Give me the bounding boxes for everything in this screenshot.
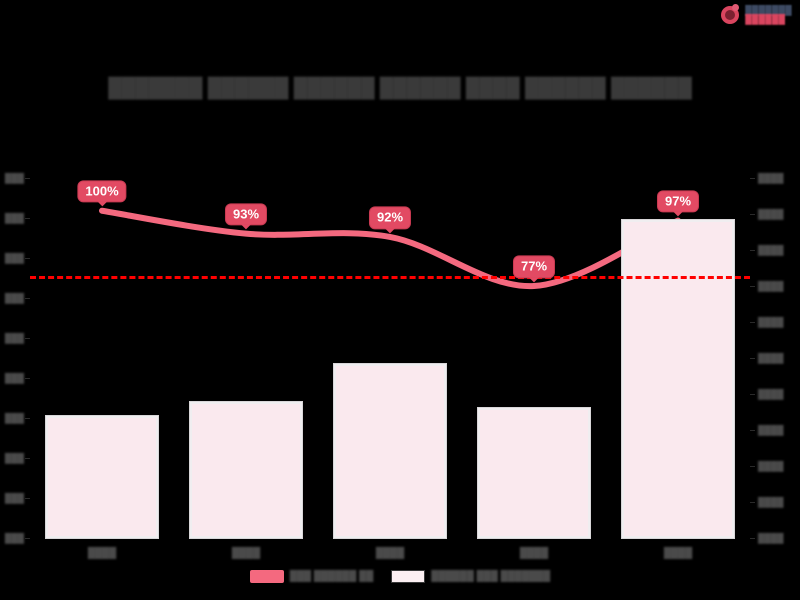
left-value-axis: ███ ███ ███ ███ ███ ███ ███ ███ ███ ███: [0, 173, 30, 543]
left-axis-tick-label: ███: [4, 413, 24, 423]
left-axis-tick-label: ███: [4, 293, 24, 303]
right-axis-tick-label: ████: [758, 173, 784, 183]
x-axis-label: ████: [87, 548, 117, 559]
right-axis-tick-label: ████: [758, 317, 784, 327]
left-axis-tick-mark: [25, 218, 30, 219]
data-label: 100%: [77, 180, 127, 203]
legend-swatch-bar: [391, 570, 426, 583]
logo-text-line-2: ██████: [745, 14, 786, 24]
bar[interactable]: [621, 219, 735, 539]
left-axis-tick-label: ███: [4, 533, 24, 543]
logo-text-line-1: ███████: [745, 4, 792, 15]
right-axis-tick-label: ████: [758, 245, 784, 255]
right-axis-tick-mark: [750, 466, 755, 467]
left-axis-tick-label: ███: [4, 493, 24, 503]
right-axis-tick-mark: [750, 502, 755, 503]
legend-label-line: ███ ██████ ██: [289, 571, 374, 582]
right-axis-tick-label: ████: [758, 353, 784, 363]
x-axis-label: ████: [519, 548, 549, 559]
legend-swatch-line: [249, 570, 284, 583]
left-axis-tick-mark: [25, 298, 30, 299]
right-axis-tick-mark: [750, 286, 755, 287]
right-axis-tick-label: ████: [758, 533, 784, 543]
left-axis-tick-mark: [25, 178, 30, 179]
left-axis-tick-mark: [25, 338, 30, 339]
left-axis-tick-label: ███: [4, 453, 24, 463]
data-label: 97%: [656, 189, 700, 213]
right-axis-tick-mark: [750, 358, 755, 359]
chart-title: ███████ ██████ ██████ ██████ ████ ██████…: [108, 78, 692, 99]
right-axis-tick-label: ████: [758, 281, 784, 291]
data-label: 93%: [224, 202, 268, 226]
left-axis-tick-label: ███: [4, 213, 24, 223]
right-axis-tick-mark: [750, 322, 755, 323]
left-axis-tick-label: ███: [4, 333, 24, 343]
left-axis-tick-mark: [25, 498, 30, 499]
bar[interactable]: [189, 401, 303, 539]
bar[interactable]: [333, 363, 447, 539]
left-axis-tick-mark: [25, 458, 30, 459]
x-axis-label: ████: [375, 548, 405, 559]
brand-logo: ███████ ██████: [719, 4, 792, 26]
right-axis-tick-mark: [750, 430, 755, 431]
left-axis-tick-mark: [25, 258, 30, 259]
left-axis-tick-label: ███: [4, 173, 24, 183]
x-axis-label: ████: [663, 548, 693, 559]
x-axis-label: ████: [231, 548, 261, 559]
plot-area: 100% 93% 92% 77% 97% ████ ████ ████ ████ ████: [30, 178, 750, 559]
right-axis-tick-mark: [750, 538, 755, 539]
data-label: 77%: [512, 255, 556, 278]
legend-item-bar[interactable]: ██████ ███ ███████: [391, 570, 550, 583]
right-axis-tick-label: ████: [758, 389, 784, 399]
left-axis-tick-mark: [25, 378, 30, 379]
right-axis-tick-mark: [750, 214, 755, 215]
chart-legend: ███ ██████ ██ ██████ ███ ███████: [0, 570, 800, 583]
left-axis-tick-mark: [25, 538, 30, 539]
legend-label-bar: ██████ ███ ███████: [431, 571, 551, 582]
left-axis-tick-mark: [25, 418, 30, 419]
right-value-axis: ████ ████ ████ ████ ████ ████ ████ ████ ████ ████…: [750, 173, 800, 543]
line-series-path: [99, 207, 681, 290]
right-axis-tick-label: ████: [758, 425, 784, 435]
right-axis-tick-label: ████: [758, 497, 784, 507]
left-axis-tick-label: ███: [4, 253, 24, 263]
right-axis-tick-label: ████: [758, 461, 784, 471]
right-axis-tick-mark: [750, 394, 755, 395]
right-axis-tick-mark: [750, 178, 755, 179]
logo-circle-icon: [719, 4, 741, 26]
right-axis-tick-mark: [750, 250, 755, 251]
line-series-svg: [99, 207, 681, 290]
data-label: 92%: [368, 206, 412, 229]
bar[interactable]: [45, 415, 159, 539]
legend-item-line[interactable]: ███ ██████ ██: [249, 570, 374, 583]
left-axis-tick-label: ███: [4, 373, 24, 383]
bar[interactable]: [477, 407, 591, 539]
right-axis-tick-label: ████: [758, 209, 784, 219]
reference-line: [30, 276, 750, 280]
